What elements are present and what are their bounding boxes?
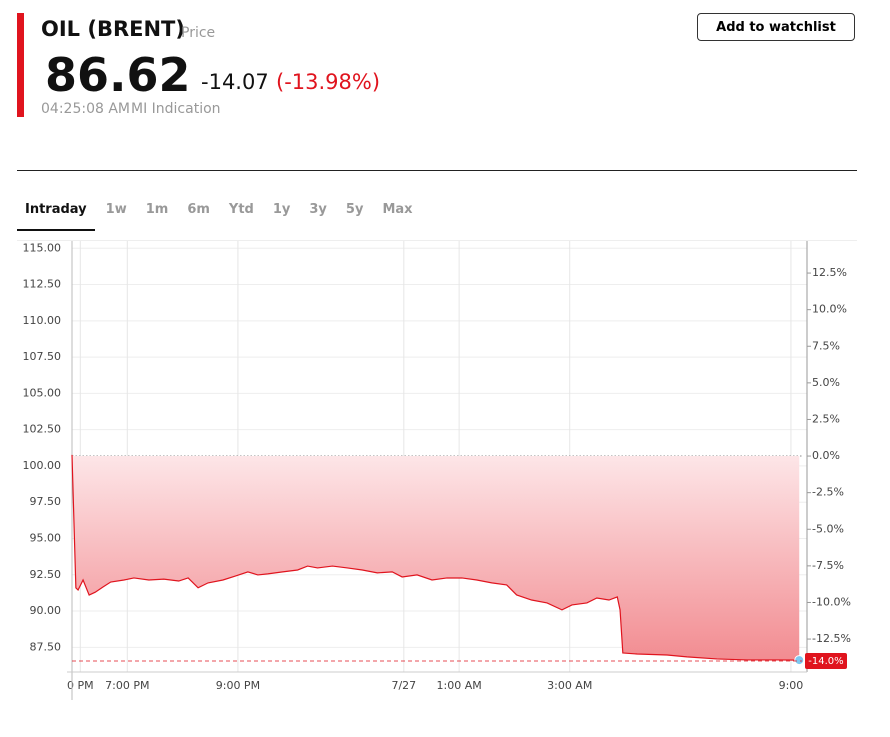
x-tick-label: 3:00 AM [547,679,592,692]
range-tab[interactable]: Intraday [17,199,95,231]
instrument-title: OIL (BRENT) [41,17,185,41]
y2-tick-label: 10.0% [812,303,847,316]
range-tab[interactable]: 3y [309,202,327,217]
y2-tick-label: 2.5% [812,412,840,425]
y2-tick-label: -7.5% [812,559,844,572]
range-tabs: Intraday 1w 1m 6m Ytd 1y 3y 5y Max [17,199,424,231]
y2-tick-label: 7.5% [812,339,840,352]
area [72,454,800,661]
y2-tick-label: 12.5% [812,266,847,279]
y2-tick-label: 0.0% [812,449,840,462]
y-tick-label: 87.50 [30,640,62,653]
y-tick-label: 95.00 [30,531,62,544]
timestamp: 04:25:08 AM [41,101,130,117]
price: 86.62 [45,48,191,102]
x-tick-label: 9:00 [779,679,804,692]
y-tick-label: 97.50 [30,495,62,508]
range-tab[interactable]: 6m [187,202,210,217]
x-tick-label: 7:00 PM [105,679,149,692]
price-change: -14.07 [201,70,269,94]
range-tab[interactable]: 1w [105,202,127,217]
accent-bar [17,13,24,117]
y-tick-label: 115.00 [23,241,62,254]
range-tab[interactable]: Max [382,202,413,217]
y-tick-label: 102.50 [23,423,62,436]
range-tab[interactable]: 5y [345,202,364,217]
x-tick-label: 0 PM [67,679,94,692]
y-tick-label: 112.50 [23,278,62,291]
y-tick-label: 90.00 [30,604,62,617]
range-tab[interactable]: Ytd [228,202,254,217]
y-tick-label: 100.00 [23,459,62,472]
divider [17,240,857,241]
line [71,454,800,661]
y2-tick-label: -12.5% [812,632,851,645]
percent-change: (-13.98%) [276,70,381,94]
price-label: Price [181,25,216,41]
x-tick-label: 1:00 AM [437,679,482,692]
end-label-box [805,653,847,670]
y-tick-label: 92.50 [30,568,62,581]
y2-tick-label: -2.5% [812,486,844,499]
y-tick-label: 110.00 [23,314,62,327]
y2-tick-label: -10.0% [812,595,851,608]
divider [17,170,857,171]
source: MI Indication [131,101,221,117]
y2-tick-label: -5.0% [812,522,844,535]
watchlist-button[interactable]: Add to watchlist [697,13,855,41]
end-label: -14.0% [808,656,843,667]
y2-tick-label: 5.0% [812,376,840,389]
y-tick-label: 105.00 [23,386,62,399]
last-point [794,655,805,666]
x-tick-label: 7/27 [391,679,416,692]
range-tab[interactable]: 1y [272,202,291,217]
range-tab[interactable]: 1m [145,202,169,217]
x-tick-label: 9:00 PM [216,679,260,692]
y-tick-label: 107.50 [23,350,62,363]
